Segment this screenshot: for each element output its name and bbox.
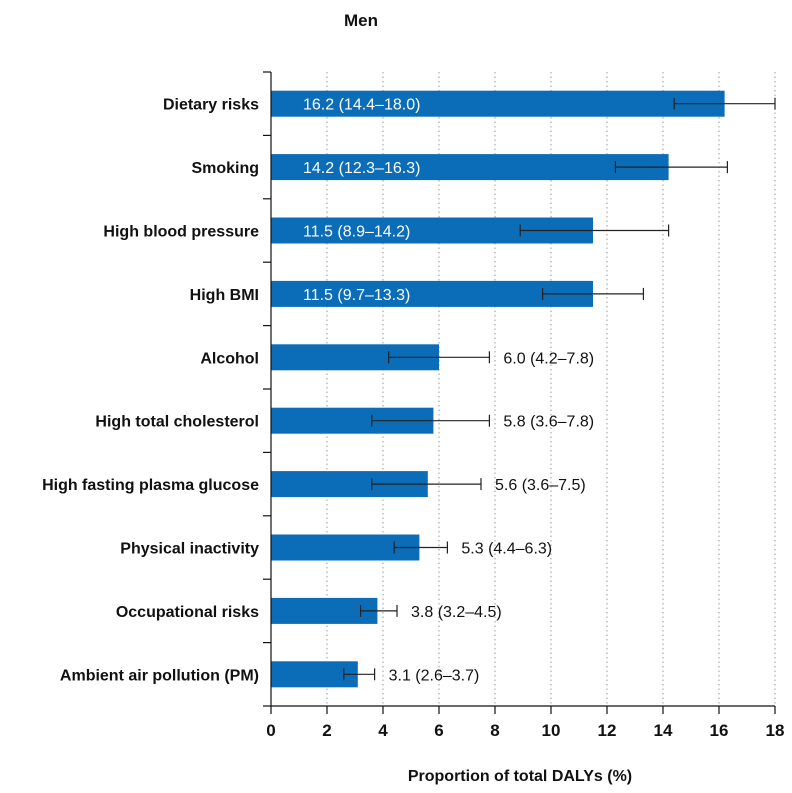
bar: [271, 280, 593, 307]
axes: [263, 71, 776, 714]
bar: [271, 597, 378, 624]
bars: [271, 90, 776, 688]
category-label: High fasting plasma glucose: [42, 477, 259, 494]
data-label: 11.5 (9.7–13.3): [303, 287, 410, 304]
x-tick-label: 10: [542, 721, 561, 740]
category-label: Alcohol: [200, 350, 259, 367]
labels: 0 2 4 6 8 10 12 14 16 18 Dietary risks 16.2 (14.4–1…: [42, 97, 784, 740]
category-label: Smoking: [191, 160, 259, 177]
category-label: Physical inactivity: [120, 541, 259, 558]
data-label: 11.5 (8.9–14.2): [303, 224, 410, 241]
x-tick-label: 12: [598, 721, 617, 740]
data-label: 16.2 (14.4–18.0): [303, 97, 420, 114]
x-tick-label: 4: [378, 721, 388, 740]
x-tick-label: 14: [654, 721, 673, 740]
category-label: High BMI: [190, 287, 259, 304]
x-tick-label: 8: [490, 721, 499, 740]
data-label: 5.6 (3.6–7.5): [495, 477, 586, 494]
bar: [271, 90, 725, 117]
data-label: 5.8 (3.6–7.8): [503, 414, 594, 431]
category-label: Dietary risks: [163, 97, 259, 114]
x-tick-label: 6: [434, 721, 443, 740]
data-label: 3.1 (2.6–3.7): [389, 667, 480, 684]
x-tick-label: 0: [266, 721, 275, 740]
x-tick-label: 16: [710, 721, 729, 740]
x-axis-title: Proportion of total DALYs (%): [408, 768, 632, 785]
category-label: High blood pressure: [103, 224, 259, 241]
data-label: 14.2 (12.3–16.3): [303, 160, 420, 177]
data-label: 6.0 (4.2–7.8): [503, 350, 594, 367]
x-tick-label: 2: [322, 721, 331, 740]
data-label: 3.8 (3.2–4.5): [411, 604, 502, 621]
data-label: 5.3 (4.4–6.3): [461, 541, 552, 558]
category-label: Ambient air pollution (PM): [60, 667, 259, 684]
category-label: Occupational risks: [116, 604, 259, 621]
category-label: High total cholesterol: [95, 414, 259, 431]
bar: [271, 154, 669, 181]
x-tick-label: 18: [766, 721, 785, 740]
chart-title: Men: [344, 11, 378, 30]
